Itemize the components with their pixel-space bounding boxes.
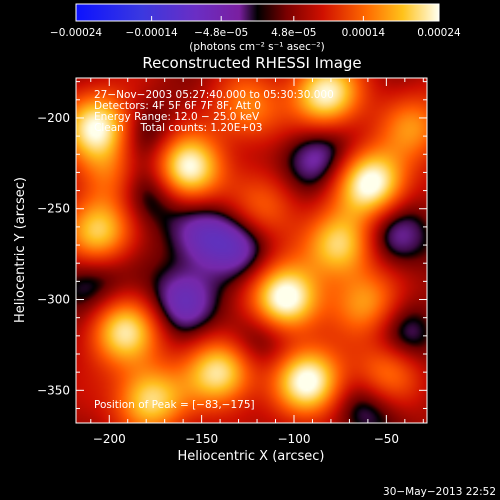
colorbar-tick-label: −0.00014 [126, 27, 179, 39]
x-tick-label: −150 [185, 432, 218, 446]
y-tick-label: −350 [37, 383, 70, 397]
observation-info: 27−Nov−2003 05:27:40.000 to 05:30:30.000… [94, 89, 334, 134]
colorbar-tick-label: 0.00014 [342, 27, 386, 39]
x-tick-label: −200 [93, 432, 126, 446]
colorbar-tick-label: 4.8e−05 [271, 27, 316, 39]
x-tick-label: −50 [374, 432, 399, 446]
y-axis-label: Heliocentric Y (arcsec) [13, 177, 28, 323]
y-tick-label: −300 [37, 293, 70, 307]
x-axis-label: Heliocentric X (arcsec) [178, 449, 325, 464]
x-tick-label: −100 [278, 432, 311, 446]
colorbar-tick-label: 0.00024 [417, 27, 461, 39]
plot-frame [75, 77, 428, 424]
time-range-text: 27−Nov−2003 05:27:40.000 to 05:30:30.000 [94, 89, 334, 101]
footer-date: 30−May−2013 22:52 [383, 486, 496, 498]
chart-title: Reconstructed RHESSI Image [142, 54, 361, 72]
colorbar-unit-label: (photons cm⁻² s⁻¹ asec⁻²) [189, 41, 324, 53]
peak-position-text: Position of Peak = [−83,−175] [94, 399, 255, 411]
detectors-text: Detectors: 4F 5F 6F 7F 8F, Att 0 [94, 100, 261, 112]
colorbar-ticks: −0.00024 −0.00014 −4.8e−05 4.8e−05 0.00014 0.… [50, 16, 461, 39]
energy-range-text: Energy Range: 12.0 − 25.0 keV [94, 111, 260, 123]
clean-counts-text: Clean Total counts: 1.20E+03 [94, 122, 263, 134]
colorbar-tick-label: −4.8e−05 [194, 27, 248, 39]
y-tick-label: −250 [37, 202, 70, 216]
colorbar [75, 3, 440, 22]
y-tick-label: −200 [37, 111, 70, 125]
colorbar-tick-label: −0.00024 [50, 27, 103, 39]
heatmap-image [76, 78, 427, 423]
